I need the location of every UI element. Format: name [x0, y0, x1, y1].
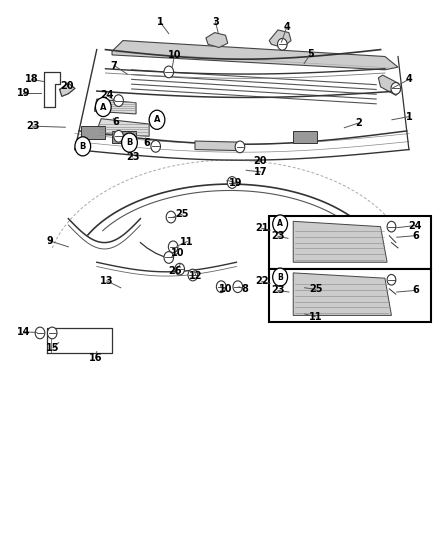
- Bar: [269, 269, 431, 322]
- Text: 23: 23: [126, 152, 139, 162]
- Text: 3: 3: [212, 17, 219, 27]
- Circle shape: [278, 38, 287, 50]
- Text: 25: 25: [309, 285, 323, 294]
- Circle shape: [296, 310, 306, 321]
- Text: 2: 2: [355, 118, 362, 128]
- Text: 23: 23: [271, 231, 285, 241]
- Polygon shape: [293, 221, 387, 262]
- Text: 11: 11: [180, 237, 194, 247]
- Polygon shape: [195, 141, 240, 151]
- Text: 10: 10: [171, 248, 184, 258]
- Circle shape: [188, 269, 198, 281]
- Circle shape: [296, 283, 305, 295]
- Bar: [112, 131, 136, 143]
- Polygon shape: [60, 83, 75, 96]
- Text: 15: 15: [46, 343, 60, 353]
- Text: 22: 22: [255, 277, 268, 286]
- Text: 5: 5: [307, 49, 314, 59]
- Text: B: B: [277, 273, 283, 281]
- Text: 20: 20: [60, 81, 74, 91]
- Circle shape: [235, 141, 245, 153]
- Text: 1: 1: [157, 17, 163, 27]
- Text: 9: 9: [47, 236, 53, 246]
- Text: 6: 6: [412, 286, 419, 295]
- Circle shape: [35, 327, 45, 339]
- Text: A: A: [100, 102, 106, 111]
- Circle shape: [391, 83, 401, 94]
- Circle shape: [387, 274, 396, 285]
- Text: 13: 13: [100, 276, 113, 286]
- Text: 16: 16: [89, 353, 102, 363]
- Circle shape: [166, 211, 176, 223]
- Text: 18: 18: [25, 75, 39, 84]
- Circle shape: [227, 176, 237, 188]
- Text: 24: 24: [100, 90, 113, 100]
- Text: B: B: [126, 138, 133, 147]
- Text: 4: 4: [283, 22, 290, 33]
- Polygon shape: [206, 33, 228, 47]
- Circle shape: [47, 327, 57, 339]
- Text: 12: 12: [189, 271, 203, 280]
- Circle shape: [122, 133, 138, 152]
- Text: 10: 10: [168, 50, 181, 60]
- Polygon shape: [269, 30, 291, 47]
- Circle shape: [168, 241, 178, 253]
- Circle shape: [233, 281, 243, 293]
- Text: 20: 20: [254, 156, 267, 166]
- Circle shape: [114, 95, 124, 107]
- Text: 1: 1: [406, 111, 412, 122]
- Bar: [269, 216, 431, 269]
- Text: 19: 19: [17, 88, 30, 98]
- Text: 17: 17: [254, 167, 267, 177]
- Text: 11: 11: [309, 312, 323, 322]
- Text: 6: 6: [112, 117, 119, 127]
- Circle shape: [273, 268, 288, 286]
- Text: B: B: [80, 142, 86, 151]
- Polygon shape: [378, 75, 400, 95]
- Text: 7: 7: [111, 61, 117, 70]
- Circle shape: [164, 252, 173, 263]
- Circle shape: [273, 215, 288, 233]
- Text: 8: 8: [241, 285, 248, 294]
- Circle shape: [387, 221, 396, 232]
- Text: 4: 4: [406, 75, 412, 84]
- Circle shape: [151, 141, 160, 152]
- Text: 19: 19: [229, 177, 242, 188]
- Bar: [81, 126, 106, 139]
- Text: 10: 10: [219, 285, 232, 294]
- Circle shape: [175, 263, 184, 275]
- Circle shape: [164, 66, 173, 78]
- Text: A: A: [277, 220, 283, 229]
- Text: 26: 26: [169, 266, 182, 276]
- Text: A: A: [154, 115, 160, 124]
- Text: 6: 6: [412, 231, 419, 241]
- Bar: [293, 131, 317, 143]
- Polygon shape: [95, 99, 136, 114]
- Text: 6: 6: [144, 138, 150, 148]
- Circle shape: [75, 137, 91, 156]
- Polygon shape: [293, 273, 392, 316]
- Text: 23: 23: [271, 286, 285, 295]
- Polygon shape: [112, 41, 398, 70]
- Text: 21: 21: [255, 223, 268, 233]
- Text: 24: 24: [409, 221, 422, 231]
- Circle shape: [95, 98, 111, 117]
- Circle shape: [149, 110, 165, 130]
- Circle shape: [216, 281, 226, 293]
- Circle shape: [114, 131, 124, 142]
- Polygon shape: [97, 119, 149, 136]
- Text: 23: 23: [26, 121, 39, 131]
- Text: 14: 14: [17, 327, 30, 337]
- Text: 25: 25: [175, 209, 189, 220]
